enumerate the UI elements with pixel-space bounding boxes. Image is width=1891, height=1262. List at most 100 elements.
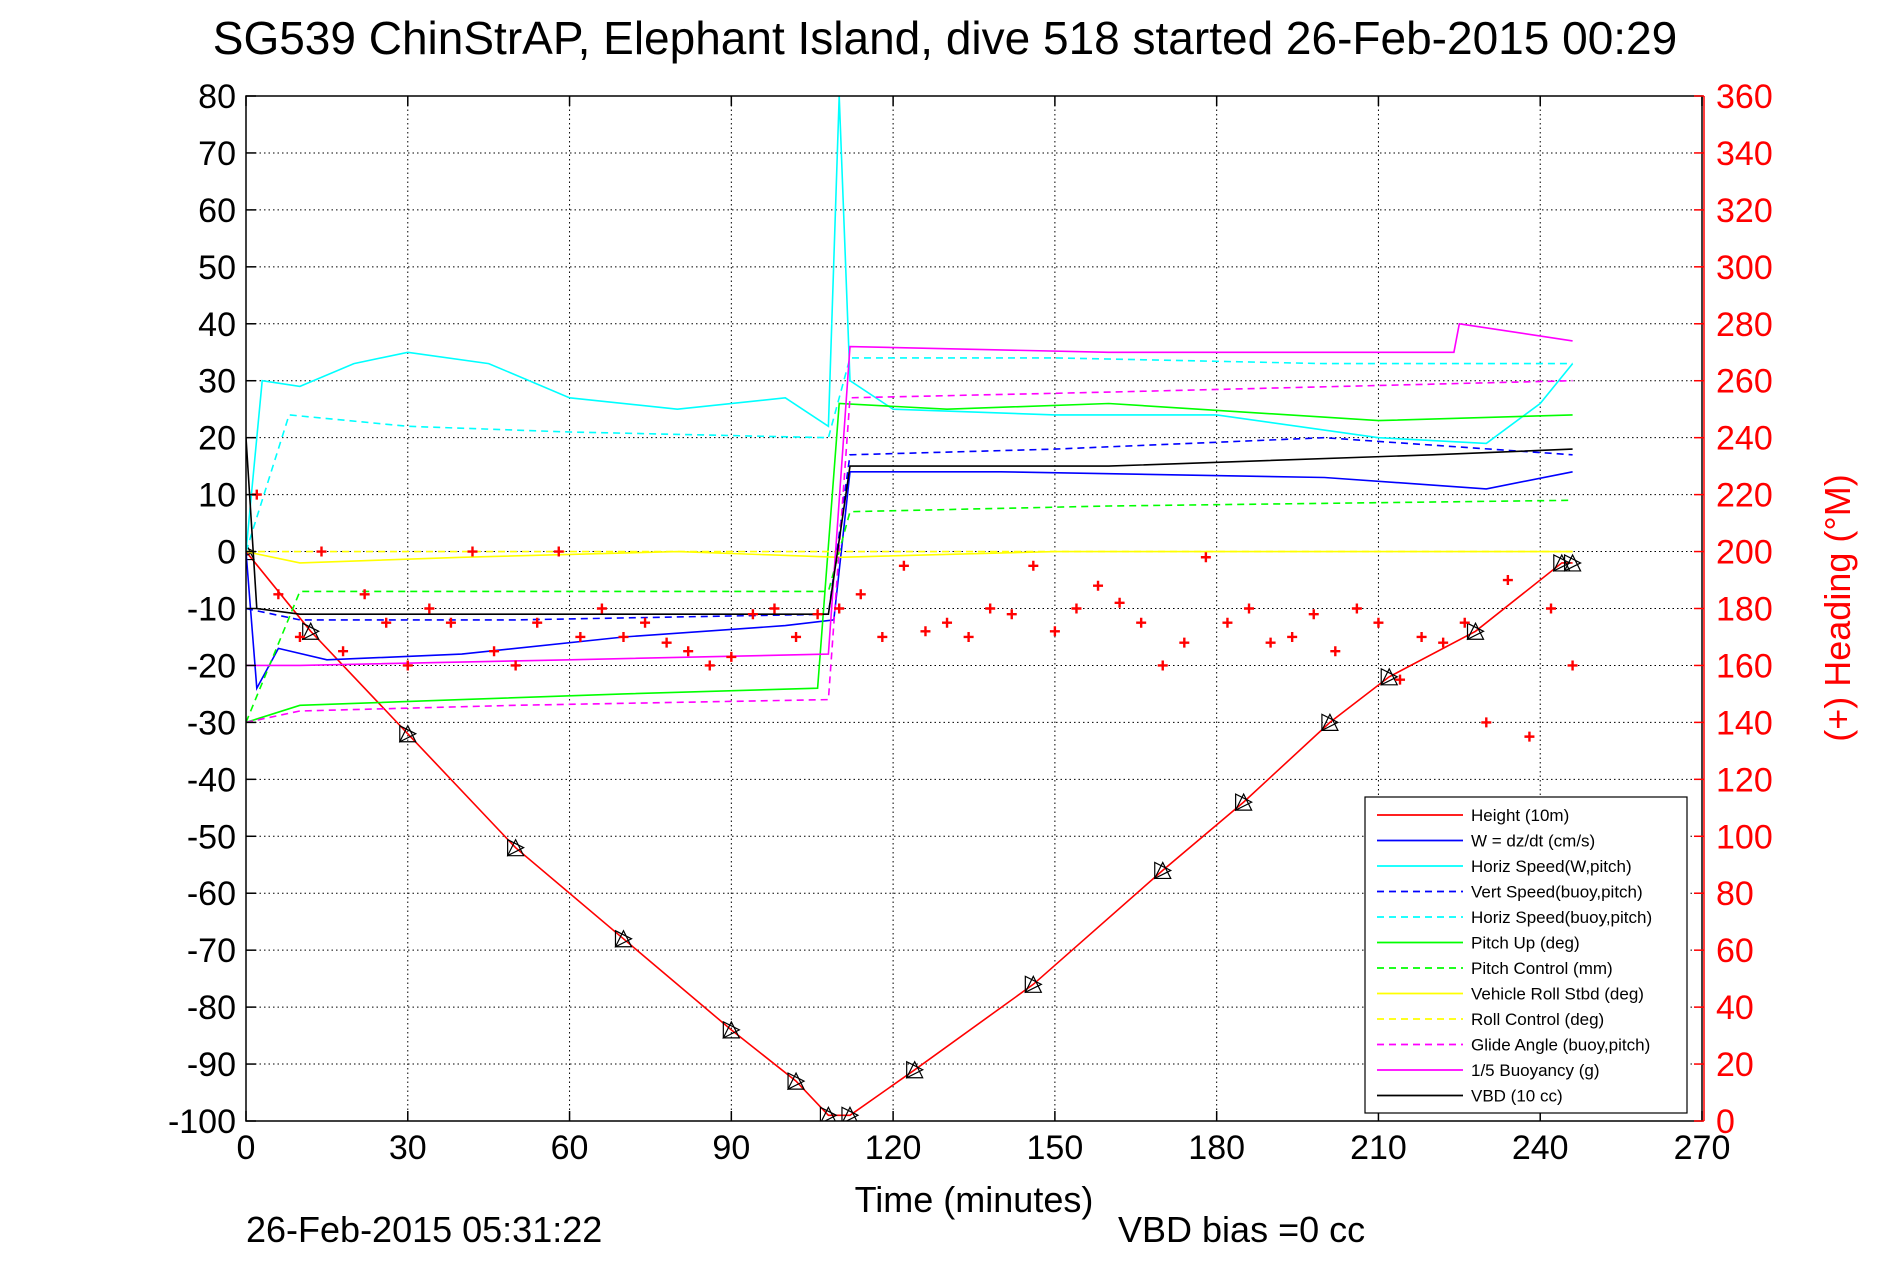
series-0-line	[246, 551, 1573, 1117]
series-12-point	[1308, 609, 1319, 620]
series-0-point	[842, 1105, 858, 1121]
legend-label: Height (10m)	[1471, 806, 1569, 825]
series-0-point	[905, 1060, 924, 1079]
series-12-point	[683, 646, 694, 657]
series-12-point	[596, 603, 607, 614]
series-0-point	[841, 1106, 860, 1121]
series-12-point	[1179, 637, 1190, 648]
y-right-tick-label: 300	[1716, 249, 1773, 287]
x-tick-label: 270	[1674, 1129, 1731, 1167]
series-0-point	[1466, 622, 1485, 641]
y-right-tick-label: 260	[1716, 363, 1773, 401]
legend-label: Horiz Speed(W,pitch)	[1471, 857, 1632, 876]
series-12-point	[1049, 626, 1060, 637]
series-12-point	[791, 631, 802, 642]
series-12-point	[1200, 552, 1211, 563]
series-12-point	[424, 603, 435, 614]
y-tick-label: -20	[187, 647, 236, 685]
y-tick-label: 40	[198, 306, 236, 344]
series-12-point	[855, 589, 866, 600]
series-12-point	[1438, 637, 1449, 648]
series-12-point	[1395, 674, 1406, 685]
series-12-point	[1093, 580, 1104, 591]
series-0-point	[1563, 553, 1582, 572]
y-right-tick-label: 220	[1716, 477, 1773, 515]
y-tick-label: -60	[187, 875, 236, 913]
series-12-point	[553, 546, 564, 557]
series-0-point	[1024, 975, 1043, 994]
series-12-point	[575, 631, 586, 642]
series-0-point	[398, 724, 417, 743]
y-tick-label: 0	[217, 534, 236, 572]
series-layer	[246, 96, 1582, 1121]
x-tick-label: 210	[1350, 1129, 1407, 1167]
legend-label: Horiz Speed(buoy,pitch)	[1471, 908, 1652, 927]
series-12-point	[1351, 603, 1362, 614]
x-tick-label: 90	[712, 1129, 750, 1167]
series-12-point	[1373, 617, 1384, 628]
series-0-point	[1466, 621, 1485, 640]
series-0-point	[301, 621, 320, 640]
series-12-point	[294, 631, 305, 642]
y-right-tick-label: 160	[1716, 647, 1773, 685]
chart-title: SG539 ChinStrAP, Elephant Island, dive 5…	[213, 12, 1677, 64]
y-right-tick-label: 0	[1716, 1103, 1735, 1141]
footer-vbd-bias: VBD bias =0 cc	[1118, 1209, 1365, 1250]
y-tick-label: -90	[187, 1046, 236, 1084]
series-11-line	[246, 437, 1573, 615]
y-right-tick-label: 40	[1716, 989, 1754, 1027]
series-12-point	[338, 646, 349, 657]
y-right-tick-label: 60	[1716, 932, 1754, 970]
series-12-point	[467, 546, 478, 557]
series-12-point	[1028, 560, 1039, 571]
series-0-point	[1552, 553, 1571, 572]
series-12-point	[402, 660, 413, 671]
series-0-point	[506, 838, 525, 857]
legend-label: Roll Control (deg)	[1471, 1010, 1604, 1029]
footer-timestamp: 26-Feb-2015 05:31:22	[246, 1209, 602, 1250]
series-5-line	[246, 402, 1573, 724]
legend-label: Vert Speed(buoy,pitch)	[1471, 883, 1643, 902]
y-tick-label: -10	[187, 591, 236, 629]
series-12-point	[359, 589, 370, 600]
series-12-point	[1287, 631, 1298, 642]
series-12-point	[1136, 617, 1147, 628]
y-right-tick-label: 320	[1716, 192, 1773, 230]
y-tick-label: 20	[198, 420, 236, 458]
y-tick-label: -80	[187, 989, 236, 1027]
series-12-point	[532, 617, 543, 628]
legend-label: Pitch Up (deg)	[1471, 934, 1580, 953]
series-0-point	[820, 1105, 836, 1121]
y-right-tick-label: 360	[1716, 78, 1773, 116]
series-12-point	[834, 603, 845, 614]
series-9-line	[246, 379, 1573, 724]
series-12-point	[877, 631, 888, 642]
series-0-point	[1235, 793, 1253, 812]
series-0-point	[1154, 861, 1173, 880]
series-0-point	[614, 929, 633, 948]
series-0-point	[1553, 553, 1572, 572]
x-tick-label: 30	[389, 1129, 427, 1167]
y-tick-label: -40	[187, 761, 236, 799]
series-12-point	[1265, 637, 1276, 648]
series-12-point	[1502, 575, 1513, 586]
series-0-point	[1380, 667, 1399, 686]
series-12-point	[1416, 631, 1427, 642]
series-12-point	[726, 651, 737, 662]
series-1-line	[246, 471, 1573, 691]
y-tick-label: -30	[187, 704, 236, 742]
series-12-point	[1157, 660, 1168, 671]
series-12-point	[747, 609, 758, 620]
series-4-line	[246, 357, 1573, 552]
series-0-point	[1380, 667, 1399, 686]
legend-box	[1364, 796, 1688, 1114]
series-0-point	[1024, 974, 1043, 993]
y-right-tick-label: 120	[1716, 761, 1773, 799]
series-12-point	[1459, 617, 1470, 628]
series-0-point	[722, 1020, 741, 1039]
series-12-point	[1567, 660, 1578, 671]
series-12-point	[273, 589, 284, 600]
series-12-point	[812, 609, 823, 620]
x-tick-label: 240	[1512, 1129, 1569, 1167]
